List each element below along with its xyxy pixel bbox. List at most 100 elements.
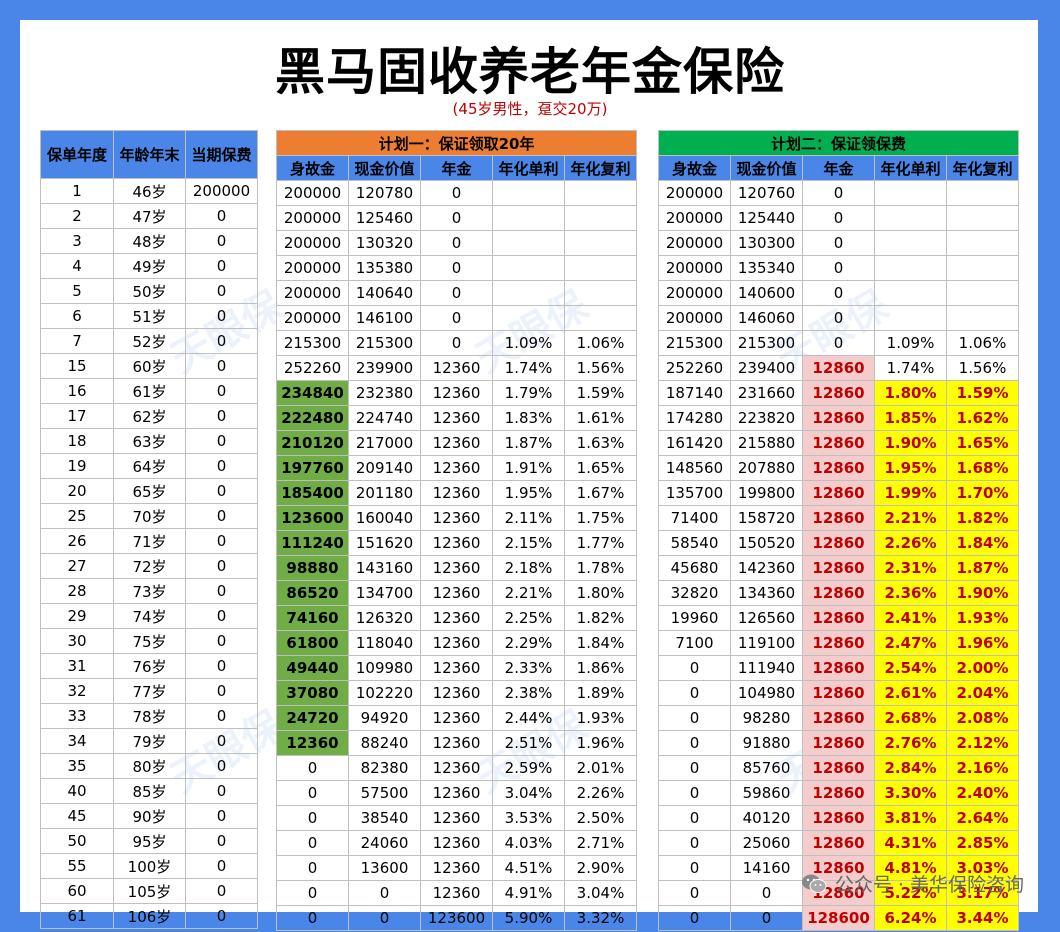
- plan2-annuity-cell: 0: [802, 205, 875, 231]
- table-row: 61800 118040 12360 2.29% 1.84%: [276, 630, 637, 656]
- plan2-cash-value-cell: 111940: [730, 655, 803, 681]
- plan1-death-benefit-cell: 200000: [276, 255, 349, 281]
- plan1-simple-rate-cell: [492, 230, 565, 256]
- plan1-title: 计划一：保证领取20年: [276, 130, 637, 156]
- plan2-death-benefit-cell: 200000: [658, 205, 731, 231]
- plan1-death-benefit-cell: 111240: [276, 530, 349, 556]
- plan2-cash-value-cell: 85760: [730, 755, 803, 781]
- plan1-cash-value-cell: 151620: [348, 530, 421, 556]
- table-row: 200000 135340 0: [658, 255, 1019, 281]
- plan1-cash-value-cell: 134700: [348, 580, 421, 606]
- plan1-simple-rate-cell: 2.25%: [492, 605, 565, 631]
- policy-year-cell: 15: [40, 353, 114, 379]
- premium-cell: 0: [185, 228, 258, 254]
- plan2-simple-rate-cell: [874, 280, 947, 306]
- plan2-header-death-benefit: 身故金: [658, 155, 731, 181]
- table-row: 222480 224740 12360 1.83% 1.61%: [276, 405, 637, 431]
- plan2-simple-rate-cell: 2.26%: [874, 530, 947, 556]
- header-age: 年龄年末: [113, 130, 186, 179]
- plan1-simple-rate-cell: 4.51%: [492, 855, 565, 881]
- plan1-compound-rate-cell: [564, 280, 637, 306]
- policy-year-cell: 7: [40, 328, 114, 354]
- plan1-death-benefit-cell: 0: [276, 830, 349, 856]
- plan1-annuity-cell: 12360: [420, 430, 493, 456]
- plan1-annuity-cell: 12360: [420, 630, 493, 656]
- table-row: 200000 130300 0: [658, 230, 1019, 256]
- plan1-cash-value-cell: 38540: [348, 805, 421, 831]
- plan1-annuity-cell: 12360: [420, 405, 493, 431]
- table-row: 98880 143160 12360 2.18% 1.78%: [276, 555, 637, 581]
- table-row: 5 50岁 0: [40, 278, 258, 304]
- premium-cell: 0: [185, 378, 258, 404]
- table-row: 37080 102220 12360 2.38% 1.89%: [276, 680, 637, 706]
- premium-cell: 0: [185, 253, 258, 279]
- age-cell: 95岁: [113, 828, 186, 854]
- plan2-compound-rate-cell: 1.82%: [946, 505, 1019, 531]
- table-row: 29 74岁 0: [40, 603, 258, 629]
- plan2-title-row: 计划二：保证领保费: [658, 130, 1019, 156]
- premium-cell: 0: [185, 753, 258, 779]
- plan1-annuity-cell: 0: [420, 305, 493, 331]
- plan2-annuity-cell: 12860: [802, 655, 875, 681]
- plan1-cash-value-cell: 160040: [348, 505, 421, 531]
- plan2-annuity-cell: 12860: [802, 680, 875, 706]
- premium-cell: 0: [185, 303, 258, 329]
- age-cell: 105岁: [113, 878, 186, 904]
- table-row: 15 60岁 0: [40, 353, 258, 379]
- plan2-death-benefit-cell: 0: [658, 755, 731, 781]
- plan2-simple-rate-cell: [874, 205, 947, 231]
- table-row: 0 82380 12360 2.59% 2.01%: [276, 755, 637, 781]
- premium-cell: 0: [185, 478, 258, 504]
- plan1-title-row: 计划一：保证领取20年: [276, 130, 637, 156]
- plan2-cash-value-cell: 231660: [730, 380, 803, 406]
- table-row: 35 80岁 0: [40, 753, 258, 779]
- policy-year-table: 保单年度 年龄年末 当期保费 1 46岁 200000 2 47岁 0 3 48岁 0 4 49岁 0…: [40, 130, 258, 929]
- plan1-compound-rate-cell: 1.56%: [564, 355, 637, 381]
- policy-year-cell: 4: [40, 253, 114, 279]
- plan2-compound-rate-cell: 1.70%: [946, 480, 1019, 506]
- policy-year-cell: 19: [40, 453, 114, 479]
- table-row: 7 52岁 0: [40, 328, 258, 354]
- plan1-death-benefit-cell: 123600: [276, 505, 349, 531]
- table-row: 24720 94920 12360 2.44% 1.93%: [276, 705, 637, 731]
- plan2-title: 计划二：保证领保费: [658, 130, 1019, 156]
- table-row: 19960 126560 12860 2.41% 1.93%: [658, 605, 1019, 631]
- age-cell: 79岁: [113, 728, 186, 754]
- policy-year-cell: 30: [40, 628, 114, 654]
- table-row: 0 57500 12360 3.04% 2.26%: [276, 780, 637, 806]
- plan1-death-benefit-cell: 252260: [276, 355, 349, 381]
- plan2-cash-value-cell: 91880: [730, 730, 803, 756]
- plan1-death-benefit-cell: 0: [276, 855, 349, 881]
- plan2-cash-value-cell: 104980: [730, 680, 803, 706]
- plan1-compound-rate-cell: 1.65%: [564, 455, 637, 481]
- plan1-compound-rate-cell: 1.59%: [564, 380, 637, 406]
- plan1-annuity-cell: 12360: [420, 805, 493, 831]
- plan2-simple-rate-cell: 1.74%: [874, 355, 947, 381]
- table-row: 74160 126320 12360 2.25% 1.82%: [276, 605, 637, 631]
- table-row: 60 105岁 0: [40, 878, 258, 904]
- plan2-cash-value-cell: 134360: [730, 580, 803, 606]
- plan2-cash-value-cell: 59860: [730, 780, 803, 806]
- table-row: 0 104980 12860 2.61% 2.04%: [658, 680, 1019, 706]
- plan2-death-benefit-cell: 58540: [658, 530, 731, 556]
- plan1-death-benefit-cell: 215300: [276, 330, 349, 356]
- plan2-cash-value-cell: 98280: [730, 705, 803, 731]
- table-row: 215300 215300 0 1.09% 1.06%: [276, 330, 637, 356]
- policy-year-cell: 16: [40, 378, 114, 404]
- table-row: 20 65岁 0: [40, 478, 258, 504]
- plan1-compound-rate-cell: 1.77%: [564, 530, 637, 556]
- wechat-icon: [801, 874, 827, 893]
- table-row: 200000 125460 0: [276, 205, 637, 231]
- plan1-annuity-cell: 123600: [420, 905, 493, 931]
- plan2-annuity-cell: 12860: [802, 830, 875, 856]
- policy-year-cell: 27: [40, 553, 114, 579]
- plan1-cash-value-cell: 224740: [348, 405, 421, 431]
- premium-cell: 0: [185, 903, 258, 929]
- table-row: 200000 120760 0: [658, 180, 1019, 206]
- premium-cell: 0: [185, 603, 258, 629]
- plan2-compound-rate-cell: [946, 205, 1019, 231]
- plan1-death-benefit-cell: 0: [276, 905, 349, 931]
- plan1-annuity-cell: 0: [420, 180, 493, 206]
- policy-year-cell: 1: [40, 178, 114, 204]
- table-row: 0 25060 12860 4.31% 2.85%: [658, 830, 1019, 856]
